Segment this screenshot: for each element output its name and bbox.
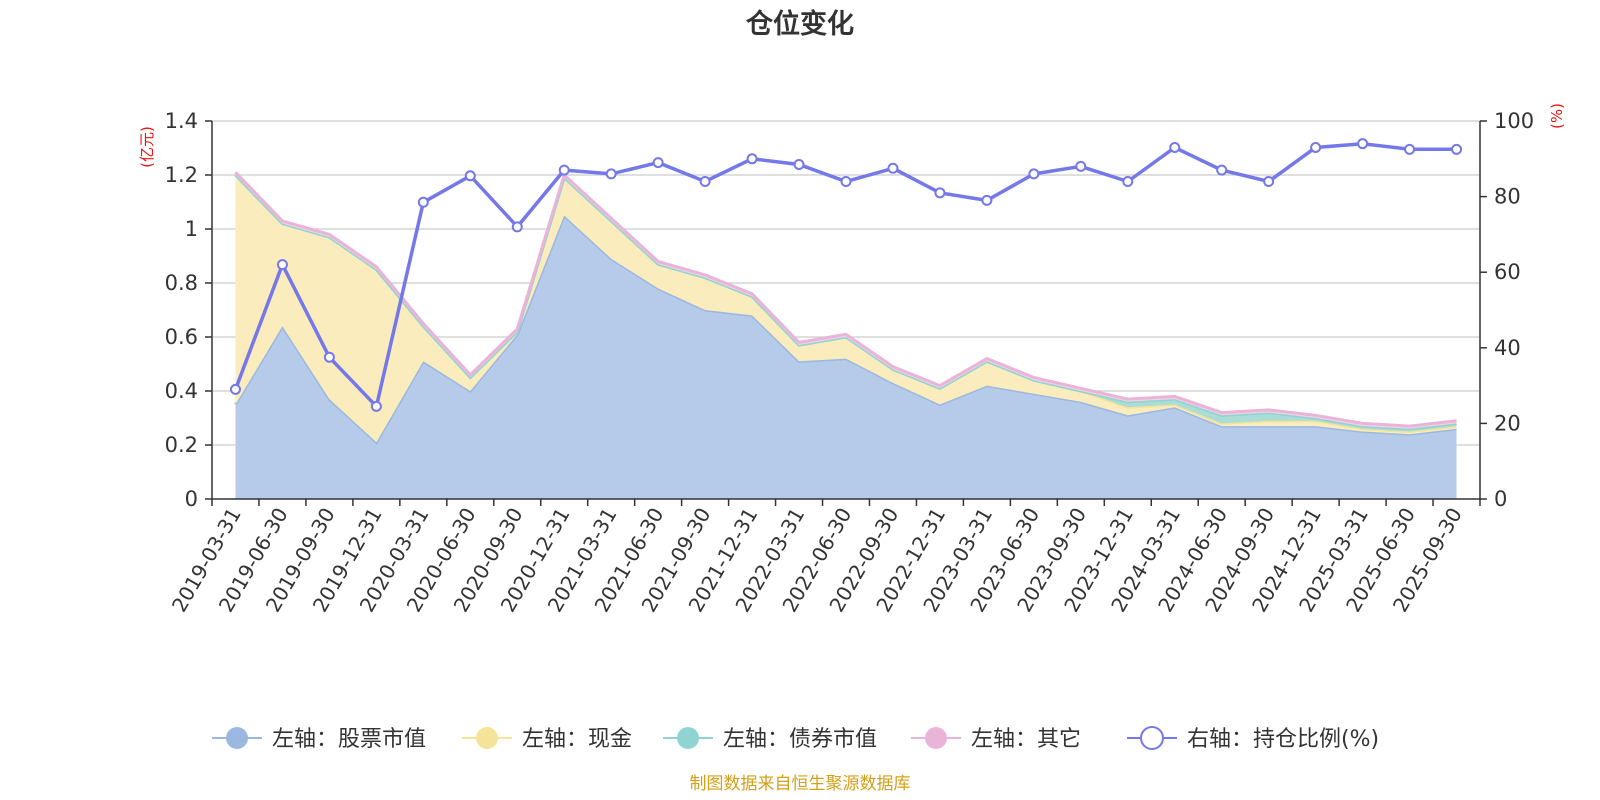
- right-tick-label: 20: [1494, 411, 1521, 435]
- legend-marker: [1140, 726, 1164, 750]
- left-tick-label: 0.8: [165, 271, 198, 295]
- left-axis-unit: (亿元): [138, 126, 156, 168]
- left-tick-label: 1.4: [165, 109, 198, 133]
- ratio-point: [417, 196, 429, 208]
- ratio-point: [1404, 143, 1416, 155]
- legend-marker: [677, 727, 699, 749]
- left-tick-label: 0.6: [165, 325, 198, 349]
- stacked-areas: [234, 171, 1457, 499]
- ratio-point: [1169, 141, 1181, 153]
- right-tick-label: 80: [1494, 185, 1521, 209]
- legend-label: 左轴：其它: [971, 727, 1081, 752]
- right-tick-label: 100: [1494, 109, 1534, 133]
- left-tick-label: 0.4: [165, 379, 198, 403]
- position-ratio-series: [229, 138, 1463, 412]
- ratio-point: [464, 170, 476, 182]
- ratio-point: [558, 164, 570, 176]
- legend-marker: [476, 727, 498, 749]
- ratio-point: [1451, 143, 1463, 155]
- legend-label: 左轴：股票市值: [272, 727, 426, 752]
- area-左轴：现金: [235, 175, 1457, 443]
- legend-marker: [925, 727, 947, 749]
- legend-label: 左轴：现金: [522, 727, 632, 752]
- ratio-point: [1075, 160, 1087, 172]
- area-左轴：股票市值: [235, 215, 1457, 499]
- right-tick-label: 40: [1494, 336, 1521, 360]
- legend-label: 左轴：债券市值: [723, 727, 877, 752]
- ratio-point: [793, 158, 805, 170]
- left-tick-label: 0: [185, 487, 198, 511]
- ratio-point: [229, 383, 241, 395]
- left-tick-label: 0.2: [165, 433, 198, 457]
- legend: 左轴：股票市值 左轴：现金 左轴：债券市值 左轴：其它 右轴：持仓比例(%): [212, 726, 1379, 752]
- ratio-point: [652, 157, 664, 169]
- ratio-point: [699, 175, 711, 187]
- data-source-note: 制图数据来自恒生聚源数据库: [690, 774, 911, 794]
- ratio-point: [370, 400, 382, 412]
- ratio-point: [1310, 141, 1322, 153]
- ratio-point: [934, 187, 946, 199]
- left-tick-label: 1.2: [165, 163, 198, 187]
- ratio-point: [511, 221, 523, 233]
- ratio-point: [1216, 164, 1228, 176]
- right-axis-unit: (%): [1548, 103, 1566, 129]
- ratio-point: [1122, 175, 1134, 187]
- ratio-point: [276, 259, 288, 271]
- area-line-左轴：其它: [234, 171, 1457, 428]
- ratio-point: [746, 153, 758, 165]
- right-tick-label: 0: [1494, 487, 1507, 511]
- ratio-point: [1263, 175, 1275, 187]
- ratio-point: [605, 168, 617, 180]
- ratio-point: [840, 175, 852, 187]
- legend-marker: [226, 727, 248, 749]
- ratio-point: [1028, 168, 1040, 180]
- ratio-point: [1357, 138, 1369, 150]
- right-tick-label: 60: [1494, 260, 1521, 284]
- chart-title: 仓位变化: [745, 8, 854, 40]
- ratio-point: [323, 351, 335, 363]
- legend-label: 右轴：持仓比例(%): [1187, 727, 1379, 752]
- ratio-point: [887, 162, 899, 174]
- left-tick-label: 1: [185, 217, 198, 241]
- ratio-point: [981, 194, 993, 206]
